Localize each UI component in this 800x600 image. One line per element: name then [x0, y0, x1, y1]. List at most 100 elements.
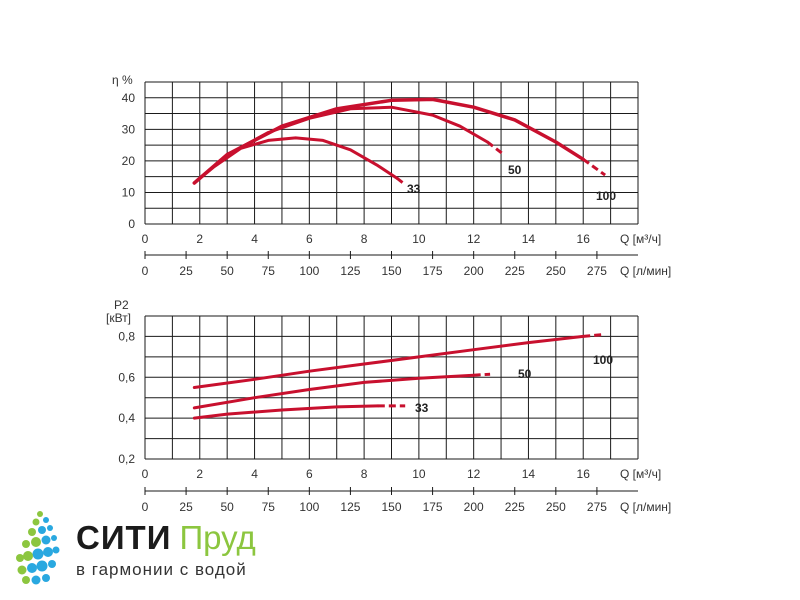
logo-dot	[31, 575, 41, 585]
logo-dot	[52, 546, 60, 554]
y-tick-label: 40	[122, 91, 136, 105]
x-tick-label: 0	[142, 232, 149, 246]
curve-50-dashed-end	[473, 372, 491, 377]
secondary-x-tick-label: 50	[220, 500, 234, 514]
x-tick-label: 10	[412, 467, 426, 481]
y-axis-unit-label: [кВт]	[106, 311, 131, 325]
x-tick-label: 6	[306, 467, 313, 481]
curve-label-50: 50	[518, 367, 532, 381]
secondary-x-tick-label: 275	[587, 500, 607, 514]
secondary-x-tick-label: 125	[340, 500, 360, 514]
curve-label-33: 33	[415, 401, 429, 415]
y-axis-label: P2	[114, 298, 129, 312]
curve-100-dashed-end	[583, 332, 606, 338]
curve-33-dashed-end	[396, 177, 407, 186]
curve-33	[192, 136, 399, 185]
logo-dot	[43, 517, 49, 523]
secondary-x-tick-label: 100	[299, 500, 319, 514]
city-prud-logo: СИТИ Пруд в гармонии с водой	[10, 508, 310, 588]
curve-100	[192, 97, 585, 185]
x-tick-label: 8	[361, 467, 368, 481]
logo-dot	[22, 576, 30, 584]
secondary-x-tick-label: 250	[546, 264, 566, 278]
curve-100-dashed-end	[582, 158, 607, 177]
brand-slogan: в гармонии с водой	[76, 560, 247, 579]
secondary-x-tick-label: 100	[299, 264, 319, 278]
y-axis-label: η %	[112, 73, 133, 87]
secondary-x-tick-label: 200	[464, 264, 484, 278]
x-tick-label: 12	[467, 232, 481, 246]
curve-33	[192, 404, 380, 420]
secondary-x-tick-label: 175	[423, 500, 443, 514]
secondary-x-tick-label: 0	[142, 264, 149, 278]
logo-dot	[51, 535, 57, 541]
y-tick-label: 0,2	[118, 452, 135, 466]
power-chart: 0,2 0,4 0,6 0,8 P2[кВт] 0 2 4 6 8 10 12 14 16 Q [м³/ч]…	[106, 298, 671, 514]
brand-accent-text: Пруд	[179, 519, 256, 556]
x-tick-label: 0	[142, 467, 149, 481]
y-tick-label: 10	[122, 185, 136, 199]
curve-label-100: 100	[596, 189, 616, 203]
x-tick-label: 14	[522, 232, 536, 246]
y-tick-label: 0,8	[118, 329, 135, 343]
logo-dot	[48, 560, 56, 568]
logo-dot	[32, 518, 40, 526]
curve-label-100: 100	[593, 353, 613, 367]
secondary-x-tick-label: 50	[220, 264, 234, 278]
secondary-x-tick-label: 200	[464, 500, 484, 514]
x-axis-label: Q [м³/ч]	[620, 232, 661, 246]
y-tick-label: 0,4	[118, 411, 135, 425]
secondary-x-tick-label: 150	[381, 264, 401, 278]
curve-100	[192, 334, 585, 389]
logo-dot	[37, 511, 43, 517]
logo-dot	[28, 528, 36, 536]
efficiency-chart: 0 10 20 30 40 η % 0 2 4 6 8 10 12 14 16 Q [м³/ч] 0 25 50 75…	[112, 73, 671, 278]
logo-dot	[31, 537, 41, 547]
secondary-x-axis-label: Q [л/мин]	[620, 264, 671, 278]
secondary-x-tick-label: 25	[179, 500, 193, 514]
secondary-x-tick-label: 275	[587, 264, 607, 278]
secondary-x-tick-label: 225	[505, 500, 525, 514]
x-tick-label: 2	[196, 467, 203, 481]
x-tick-label: 10	[412, 232, 426, 246]
secondary-x-tick-label: 75	[262, 500, 276, 514]
y-tick-label: 0	[128, 217, 135, 231]
secondary-x-tick-label: 150	[381, 500, 401, 514]
brand-name: СИТИ Пруд	[76, 520, 256, 556]
logo-dot	[17, 565, 27, 575]
y-tick-label: 0,6	[118, 370, 135, 384]
secondary-x-tick-label: 250	[546, 500, 566, 514]
secondary-x-tick-label: 25	[179, 264, 193, 278]
water-drops-icon	[16, 511, 60, 585]
y-tick-label: 30	[122, 122, 136, 136]
x-axis-label: Q [м³/ч]	[620, 467, 661, 481]
x-tick-label: 8	[361, 232, 368, 246]
secondary-x-tick-label: 125	[340, 264, 360, 278]
logo-dot	[27, 563, 37, 573]
curve-label-50: 50	[508, 163, 522, 177]
y-tick-label: 20	[122, 154, 136, 168]
logo-dot	[23, 551, 33, 561]
secondary-x-tick-label: 0	[142, 500, 149, 514]
x-tick-label: 16	[577, 232, 591, 246]
logo-dot	[43, 547, 53, 557]
x-tick-label: 6	[306, 232, 313, 246]
curve-label-33: 33	[407, 182, 421, 196]
logo-dot	[36, 560, 48, 572]
x-tick-label: 12	[467, 467, 481, 481]
x-tick-label: 16	[577, 467, 591, 481]
brand-main-text: СИТИ	[76, 519, 172, 556]
secondary-x-tick-label: 175	[423, 264, 443, 278]
curve-50-dashed-end	[486, 140, 505, 156]
logo-dot	[32, 548, 44, 560]
secondary-x-tick-label: 225	[505, 264, 525, 278]
logo-dot	[22, 540, 30, 548]
curve-50	[192, 373, 476, 410]
logo-dot	[47, 525, 53, 531]
logo-dot	[42, 574, 50, 582]
secondary-x-axis-label: Q [л/мин]	[620, 500, 671, 514]
x-tick-label: 4	[251, 467, 258, 481]
x-tick-label: 4	[251, 232, 258, 246]
x-tick-label: 14	[522, 467, 536, 481]
